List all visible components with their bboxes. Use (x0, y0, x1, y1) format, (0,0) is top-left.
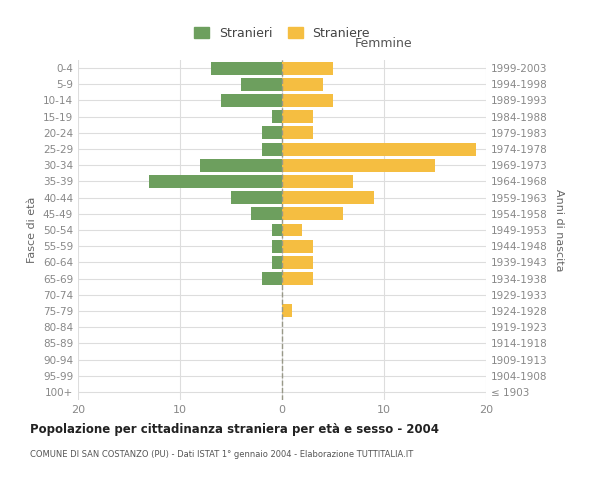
Bar (282, 191, 374, 204)
Bar (262, 272, 282, 285)
Bar (262, 126, 282, 140)
Legend: Stranieri, Straniere: Stranieri, Straniere (189, 22, 375, 45)
Bar (231, 191, 282, 204)
Text: Popolazione per cittadinanza straniera per età e sesso - 2004: Popolazione per cittadinanza straniera p… (30, 422, 439, 436)
Bar (282, 110, 313, 123)
Bar (282, 142, 476, 156)
Bar (272, 240, 282, 252)
Bar (282, 62, 333, 74)
Bar (282, 224, 302, 236)
Bar (272, 110, 282, 123)
Bar (282, 175, 353, 188)
Text: Femmine: Femmine (355, 37, 413, 50)
Bar (211, 62, 282, 74)
Bar (272, 256, 282, 269)
Bar (282, 208, 343, 220)
Bar (200, 159, 282, 172)
Bar (221, 94, 282, 107)
Text: COMUNE DI SAN COSTANZO (PU) - Dati ISTAT 1° gennaio 2004 - Elaborazione TUTTITAL: COMUNE DI SAN COSTANZO (PU) - Dati ISTAT… (30, 450, 413, 459)
Bar (282, 126, 313, 140)
Bar (282, 272, 313, 285)
Bar (149, 175, 282, 188)
Bar (282, 304, 292, 318)
Bar (282, 159, 435, 172)
Y-axis label: Fasce di età: Fasce di età (28, 197, 37, 263)
Bar (251, 208, 282, 220)
Bar (282, 256, 313, 269)
Bar (241, 78, 282, 91)
Y-axis label: Anni di nascita: Anni di nascita (554, 188, 564, 271)
Bar (282, 78, 323, 91)
Bar (282, 94, 333, 107)
Bar (272, 224, 282, 236)
Bar (262, 142, 282, 156)
Bar (282, 240, 313, 252)
